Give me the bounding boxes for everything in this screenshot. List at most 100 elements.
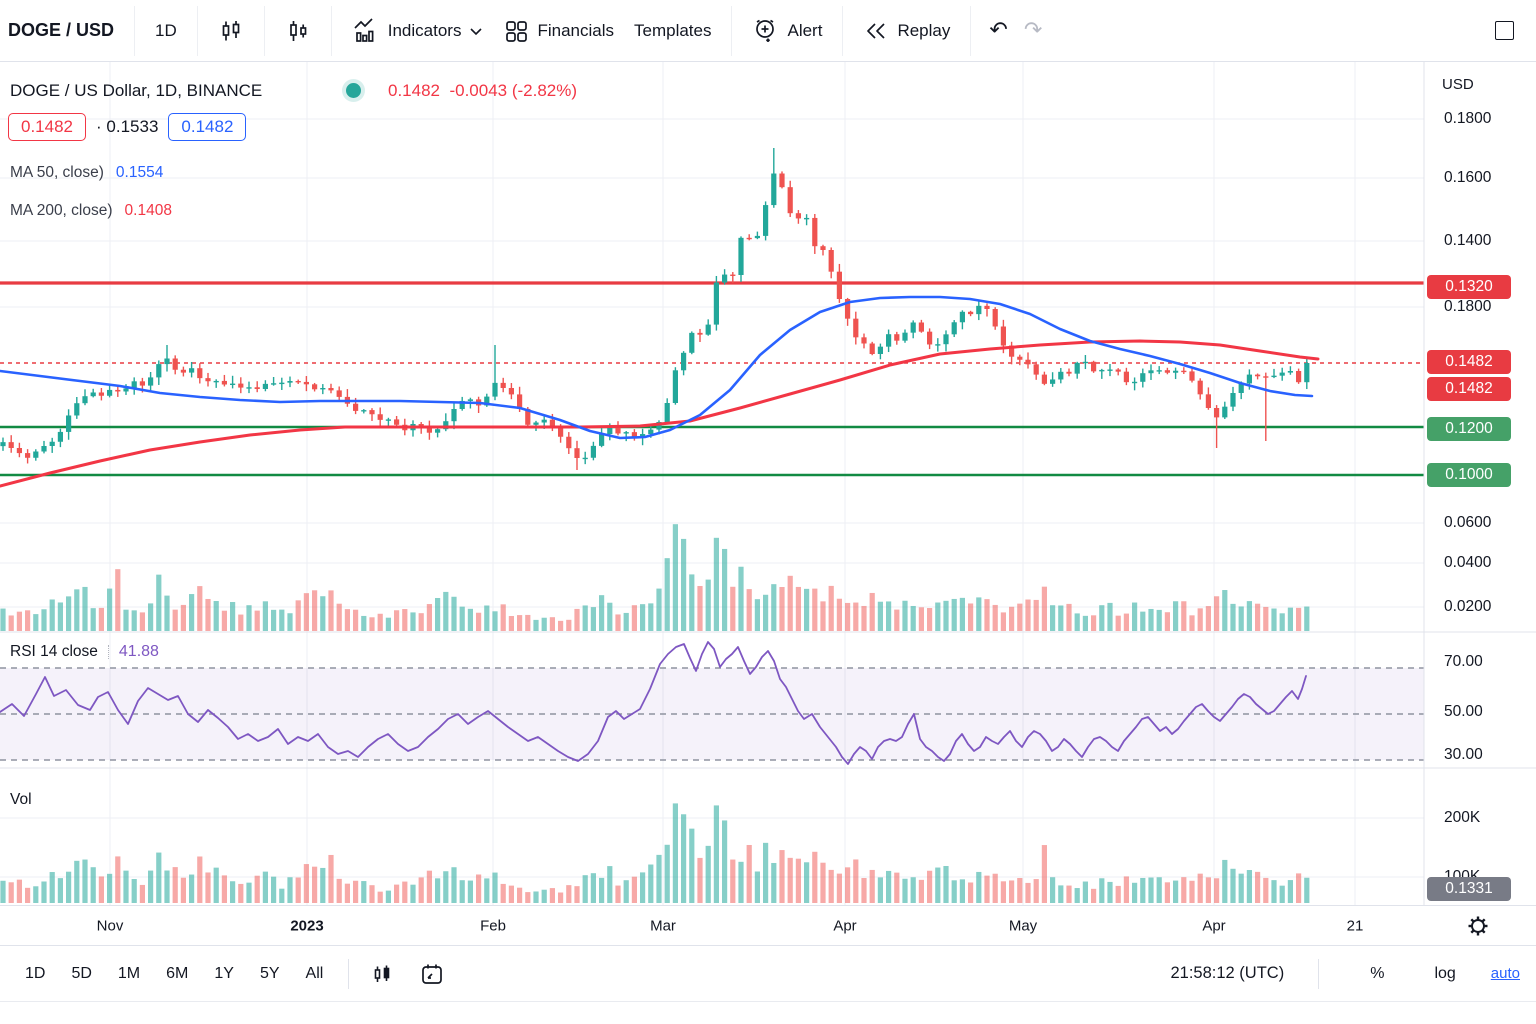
time-label-21: 21: [1346, 917, 1364, 934]
axis-tick: 0.1600: [1444, 169, 1492, 186]
range-button-1d[interactable]: 1D: [25, 964, 46, 982]
price-label-badge: 0.1331: [1427, 877, 1511, 901]
bottom-toolbar: 1D 5D 1M 6M 1Y 5Y All 21:58:12 (UTC) % log aut…: [0, 946, 1536, 1002]
hollow-candles-icon: [285, 18, 311, 44]
calendar-icon[interactable]: [419, 961, 445, 987]
indicators-icon: [352, 17, 380, 45]
legend-last-price: 0.1482: [388, 81, 440, 100]
ma200-label: MA 200, close): [10, 202, 113, 219]
clock[interactable]: 21:58:12 (UTC): [1170, 964, 1285, 982]
undo-button[interactable]: ↶: [989, 18, 1008, 43]
alert-label: Alert: [787, 20, 823, 40]
axis-tick: 0.0200: [1444, 598, 1492, 615]
auto-scale-button[interactable]: auto: [1490, 965, 1520, 982]
legend-change: -0.0043 (-2.82%): [449, 81, 578, 100]
toolbar-divider: [1318, 958, 1320, 989]
fullscreen-icon[interactable]: [1495, 21, 1514, 40]
ma50-value: 0.1554: [115, 164, 164, 181]
axis-tick: 50.00: [1444, 703, 1483, 720]
financials-button[interactable]: Financials: [493, 18, 624, 44]
time-label-apr: Apr: [1202, 917, 1226, 934]
axis-tick: 70.00: [1444, 653, 1483, 670]
axis-tick: 0.1800: [1444, 110, 1492, 127]
time-label-apr: Apr: [833, 917, 857, 934]
replay-label: Replay: [897, 20, 951, 40]
gear-icon[interactable]: [1464, 912, 1492, 945]
axis-tick: 0.0600: [1444, 514, 1492, 531]
range-button-5y[interactable]: 5Y: [259, 964, 280, 982]
rsi-legend[interactable]: RSI 14 close 41.88: [10, 643, 159, 661]
time-label-2023: 2023: [290, 917, 324, 934]
top-toolbar: DOGE / USD 1D: [0, 0, 1536, 62]
compare-style-button[interactable]: [275, 18, 321, 44]
financials-label: Financials: [537, 20, 614, 40]
axis-tick: 30.00: [1444, 746, 1483, 763]
toolbar-divider: [330, 5, 332, 56]
axis-tick: 0.1400: [1444, 232, 1492, 249]
toolbar-divider: [842, 5, 844, 56]
rsi-label: RSI 14 close: [10, 643, 98, 660]
chevron-down-icon: [469, 26, 483, 36]
replay-button[interactable]: Replay: [853, 18, 960, 44]
axis-tick: 0.1800: [1444, 298, 1492, 315]
toolbar-divider: [263, 5, 265, 56]
range-button-all[interactable]: All: [305, 964, 324, 982]
market-status-dot-icon: [346, 83, 361, 98]
toolbar-divider: [134, 5, 136, 56]
close-price-box[interactable]: 0.1482: [168, 113, 247, 141]
symbol-button[interactable]: DOGE / USD: [8, 20, 115, 40]
chart-legend-title[interactable]: DOGE / US Dollar, 1D, BINANCE: [10, 81, 263, 100]
price-axis[interactable]: USD 0.1800 0.1600 0.1400 0.1800 0.0600 0.0400…: [1424, 62, 1536, 946]
mid-price-value: · 0.1533: [96, 117, 159, 136]
axis-tick: 200K: [1444, 809, 1481, 826]
indicators-button[interactable]: Indicators: [342, 17, 494, 45]
open-price-box[interactable]: 0.1482: [8, 113, 86, 141]
toolbar-divider: [348, 958, 350, 989]
range-button-1m[interactable]: 1M: [117, 964, 141, 982]
chart-style-button[interactable]: [208, 18, 254, 44]
price-label-badge: 0.1482: [1427, 377, 1511, 401]
legend-last-price-change: 0.1482 -0.0043 (-2.82%): [388, 81, 577, 101]
rsi-value: 41.88: [118, 643, 159, 660]
time-label-may: May: [1008, 917, 1038, 934]
rsi-legend-divider: [107, 645, 109, 659]
indicators-label: Indicators: [387, 20, 462, 40]
alert-button[interactable]: Alert: [742, 17, 832, 44]
candlestick-chart-icon: [218, 18, 244, 44]
alert-clock-plus-icon: [752, 17, 779, 44]
time-axis[interactable]: Nov 2023 Feb Mar Apr May Apr 21: [0, 905, 1536, 946]
time-label-mar: Mar: [650, 917, 676, 934]
range-buttons: 1D 5D 1M 6M 1Y 5Y All: [12, 961, 336, 987]
ma200-legend[interactable]: MA 200, close) 0.1408: [10, 202, 172, 220]
axis-tick: 0.0400: [1444, 554, 1492, 571]
replay-rewind-icon: [863, 18, 889, 44]
toolbar-divider: [196, 5, 198, 56]
volume-legend[interactable]: Vol: [10, 791, 32, 808]
price-label-badge: 0.1000: [1427, 463, 1511, 487]
toolbar-divider: [731, 5, 733, 56]
price-label-badge: 0.1482: [1427, 350, 1511, 374]
time-label-feb: Feb: [480, 917, 506, 934]
percent-scale-button[interactable]: %: [1370, 964, 1385, 982]
toolbar-divider: [970, 5, 972, 56]
log-scale-button[interactable]: log: [1434, 964, 1456, 982]
price-label-badge: 0.1320: [1427, 275, 1511, 299]
ma200-value: 0.1408: [124, 202, 172, 219]
legend-ohlc-row: 0.1482 · 0.1533 0.1482: [8, 113, 247, 141]
price-label-badge: 0.1200: [1427, 417, 1511, 441]
financials-grid-icon: [503, 18, 529, 44]
range-button-1y[interactable]: 1Y: [214, 964, 234, 982]
interval-button[interactable]: 1D: [155, 20, 177, 40]
candle-toggle-icon[interactable]: [371, 962, 395, 986]
range-button-6m[interactable]: 6M: [166, 964, 189, 982]
axis-currency-label: USD: [1442, 76, 1474, 93]
time-label-nov: Nov: [96, 917, 124, 934]
templates-button[interactable]: Templates: [634, 20, 712, 40]
redo-button[interactable]: ↷: [1023, 18, 1043, 43]
ma50-legend[interactable]: MA 50, close) 0.1554: [10, 164, 163, 182]
ma50-label: MA 50, close): [10, 164, 104, 181]
range-button-5d[interactable]: 5D: [71, 964, 92, 982]
